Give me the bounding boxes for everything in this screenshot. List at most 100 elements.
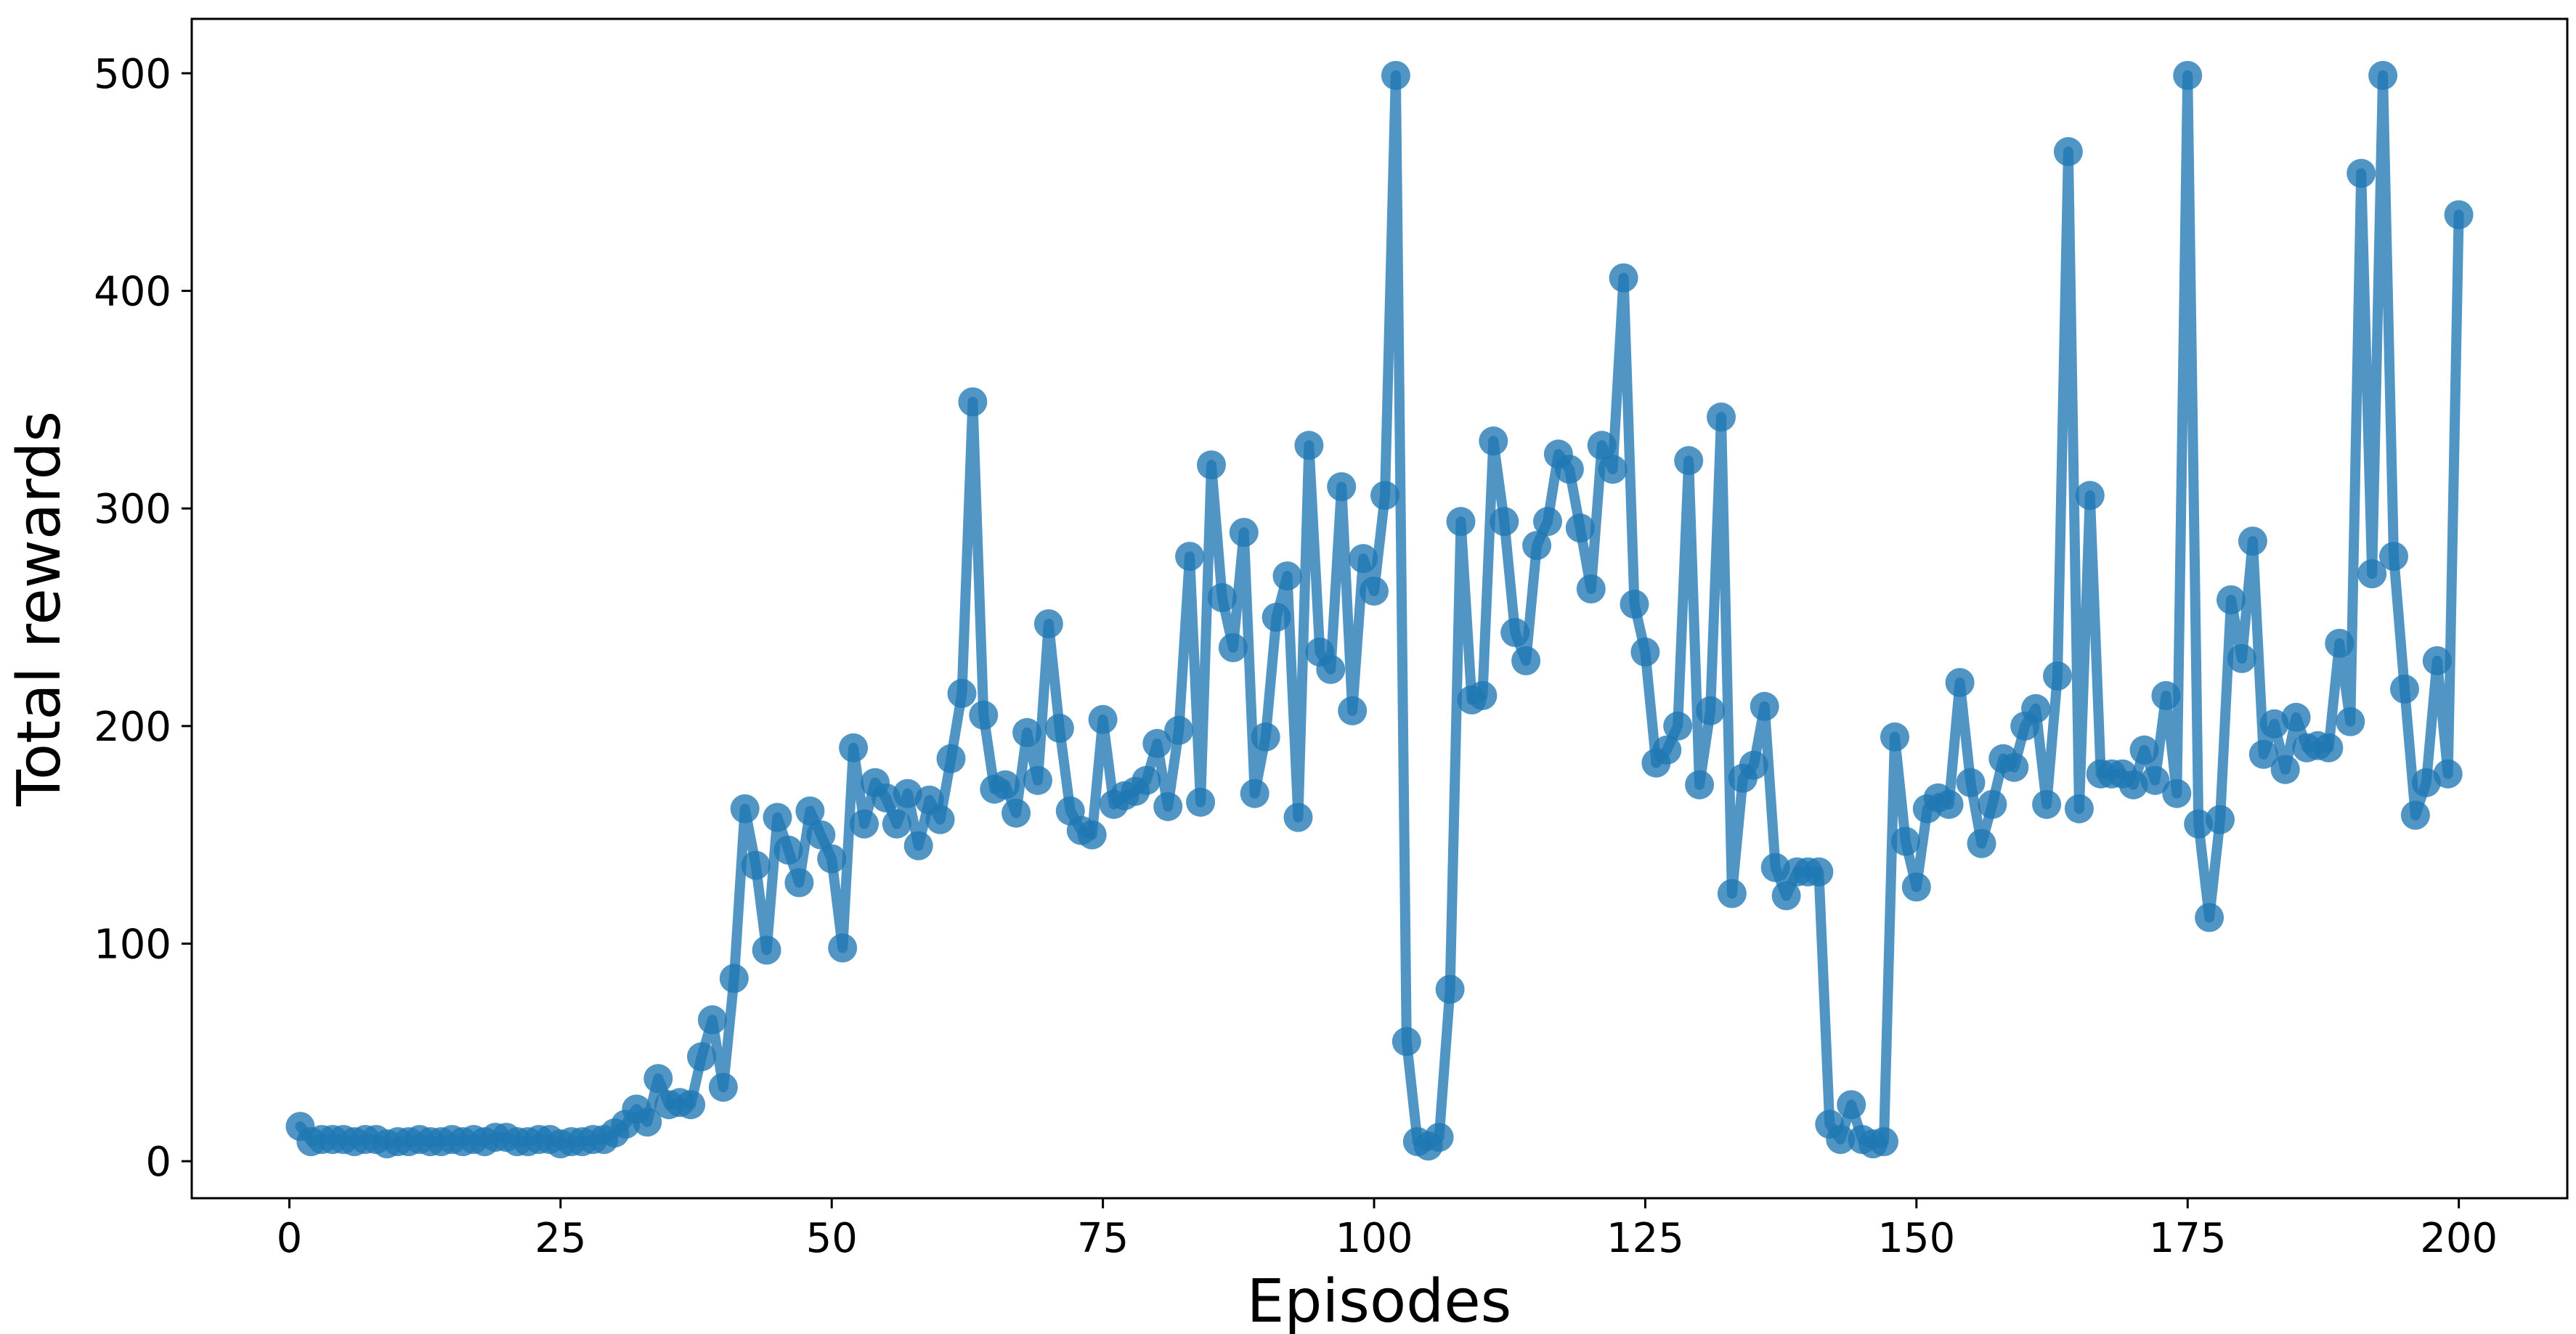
data-point xyxy=(2217,585,2246,614)
data-point xyxy=(1696,696,1726,725)
data-point xyxy=(2075,481,2105,511)
data-point xyxy=(871,783,901,813)
y-axis-ticks: 0 100 200 300 400 500 xyxy=(94,51,192,1186)
x-axis-ticks: 0 25 50 75 100 125 150 175 200 xyxy=(277,1198,2498,1262)
data-point xyxy=(1750,691,1779,721)
data-point xyxy=(2129,735,2159,765)
data-point xyxy=(1316,654,1346,684)
data-point xyxy=(1685,770,1715,800)
y-tick-label: 100 xyxy=(94,921,171,968)
data-point xyxy=(2053,137,2083,166)
data-point xyxy=(773,835,803,865)
data-point xyxy=(1240,778,1269,808)
data-point xyxy=(2032,789,2062,819)
data-point xyxy=(991,770,1020,800)
data-point xyxy=(1652,735,1682,765)
data-point xyxy=(2248,739,2278,769)
data-point xyxy=(2162,778,2192,808)
y-tick-label: 200 xyxy=(94,704,171,751)
data-point xyxy=(2336,707,2365,736)
data-point xyxy=(1837,1090,1866,1120)
data-point xyxy=(1890,826,1920,856)
data-point xyxy=(1869,1127,1898,1157)
data-point xyxy=(2184,809,2214,839)
y-tick-label: 500 xyxy=(94,51,171,98)
x-tick-label: 200 xyxy=(2420,1215,2498,1262)
data-point xyxy=(1272,561,1302,591)
data-point xyxy=(817,844,847,874)
data-point xyxy=(1587,431,1617,460)
data-point xyxy=(1901,872,1931,902)
data-point xyxy=(1717,879,1747,908)
data-point xyxy=(1490,507,1519,537)
data-point xyxy=(1088,704,1118,734)
data-point xyxy=(1153,792,1183,821)
y-tick-label: 400 xyxy=(94,269,171,316)
data-point xyxy=(1707,402,1736,432)
data-point xyxy=(925,805,955,834)
x-tick-label: 125 xyxy=(1606,1215,1684,1262)
data-point xyxy=(1360,577,1389,606)
data-point xyxy=(2400,800,2430,830)
data-point xyxy=(1175,542,1205,572)
data-point xyxy=(2325,628,2354,658)
data-point xyxy=(1978,789,2007,819)
data-point xyxy=(1218,633,1248,662)
data-point xyxy=(1044,713,1074,743)
data-point xyxy=(806,820,836,850)
data-point xyxy=(730,794,760,823)
data-point xyxy=(687,1042,716,1072)
data-point xyxy=(1001,798,1031,828)
data-point xyxy=(1033,609,1063,638)
data-point xyxy=(882,809,911,839)
data-point xyxy=(2390,674,2419,704)
data-point xyxy=(2357,559,2387,589)
data-point xyxy=(763,802,792,832)
data-point xyxy=(1620,590,1649,619)
y-axis-title: Total rewards xyxy=(5,411,74,807)
data-point xyxy=(903,831,933,861)
data-point xyxy=(1771,881,1801,911)
data-point xyxy=(741,850,771,880)
data-point xyxy=(958,387,988,417)
data-point xyxy=(2064,794,2094,823)
data-point xyxy=(1554,455,1584,484)
data-point xyxy=(2314,733,2344,762)
x-tick-label: 75 xyxy=(1077,1215,1129,1262)
data-point xyxy=(1826,1125,1856,1155)
data-point xyxy=(1207,583,1237,612)
y-tick-label: 0 xyxy=(145,1139,171,1186)
data-point xyxy=(2227,643,2256,673)
data-point xyxy=(1251,722,1280,752)
data-point xyxy=(2422,646,2452,675)
data-point xyxy=(1956,768,1986,797)
data-point xyxy=(839,733,869,762)
data-point xyxy=(1381,60,1410,90)
data-point xyxy=(1012,717,1042,747)
data-point xyxy=(1630,637,1660,667)
data-point xyxy=(2238,526,2267,556)
data-point xyxy=(1023,765,1052,795)
data-point xyxy=(1674,446,1704,476)
data-point xyxy=(2206,805,2235,834)
data-point xyxy=(1565,513,1595,543)
data-point xyxy=(2151,680,2181,710)
data-point xyxy=(1391,1027,1421,1057)
data-point xyxy=(1663,711,1693,741)
data-point xyxy=(947,678,977,708)
data-point xyxy=(2021,694,2051,723)
data-point xyxy=(795,796,825,826)
data-point xyxy=(752,935,781,965)
data-point xyxy=(828,933,858,963)
data-point xyxy=(2140,765,2170,795)
data-point xyxy=(1760,853,1790,882)
data-point xyxy=(697,1005,727,1035)
data-point xyxy=(1739,750,1768,780)
data-point xyxy=(643,1064,673,1094)
data-point xyxy=(1435,975,1465,1004)
data-point xyxy=(633,1107,662,1137)
x-tick-label: 50 xyxy=(806,1215,858,1262)
data-point xyxy=(2379,542,2408,572)
data-point xyxy=(2368,60,2398,90)
